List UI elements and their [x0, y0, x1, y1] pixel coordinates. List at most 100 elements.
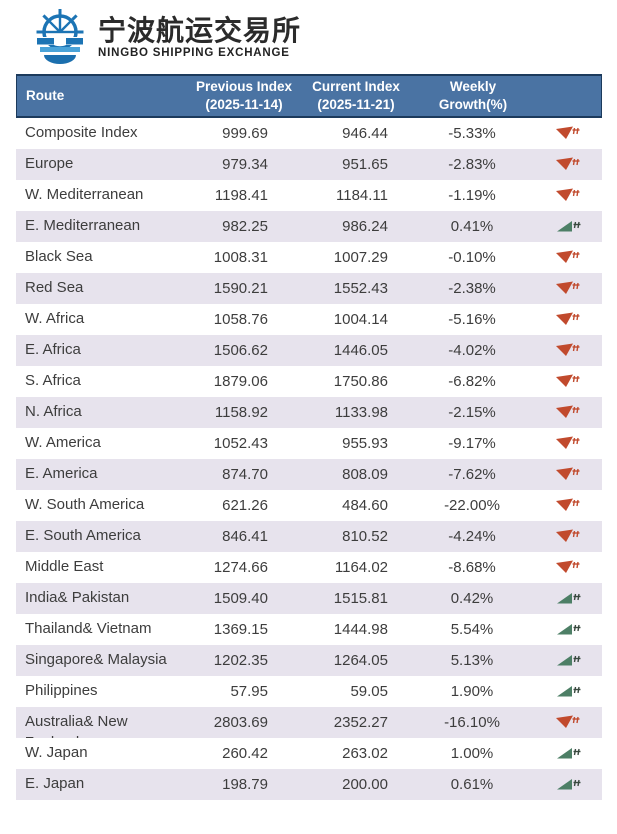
current-index-cell: 263.02	[342, 745, 388, 762]
table-row: Red Sea 1590.21 1552.43 -2.38%	[16, 273, 602, 304]
trend-up-arrow-icon	[557, 779, 581, 790]
weekly-growth-cell: -1.19%	[448, 187, 496, 204]
trend-cell	[534, 335, 602, 366]
current-index-cell: 1133.98	[334, 404, 388, 421]
current-index-cell: 986.24	[342, 218, 388, 235]
trend-cell	[534, 242, 602, 273]
previous-index-cell: 1274.66	[213, 559, 268, 576]
table-row: S. Africa 1879.06 1750.86 -6.82%	[16, 366, 602, 397]
previous-index-cell: 1052.43	[213, 435, 268, 452]
weekly-growth-cell: -2.83%	[448, 156, 496, 173]
trend-cell	[534, 211, 602, 242]
previous-index-cell: 1158.92	[214, 404, 268, 421]
weekly-growth-cell: -2.38%	[448, 280, 496, 297]
previous-index-cell: 1058.76	[213, 311, 268, 328]
route-name-cell: Black Sea	[25, 248, 93, 265]
route-name-cell: S. Africa	[25, 372, 81, 389]
route-name-cell: W. America	[25, 434, 101, 451]
trend-down-arrow-icon	[556, 281, 580, 294]
trend-down-arrow-icon	[556, 498, 580, 511]
previous-index-cell: 1198.41	[214, 187, 268, 204]
trend-up-arrow-icon	[557, 593, 581, 604]
trend-cell	[534, 676, 602, 707]
table-row: W. Africa 1058.76 1004.14 -5.16%	[16, 304, 602, 335]
previous-index-cell: 846.41	[222, 528, 268, 545]
weekly-growth-cell: -5.16%	[448, 311, 496, 328]
route-name-cell: Thailand& Vietnam	[25, 620, 152, 637]
trend-cell	[534, 180, 602, 211]
table-row: E. America 874.70 808.09 -7.62%	[16, 459, 602, 490]
trend-down-arrow-icon	[556, 467, 580, 480]
trend-cell	[534, 459, 602, 490]
weekly-growth-cell: 0.41%	[450, 218, 494, 235]
route-name-cell: E. Africa	[25, 341, 81, 358]
table-row: E. South America 846.41 810.52 -4.24%	[16, 521, 602, 552]
current-index-cell: 808.09	[342, 466, 388, 483]
previous-index-cell: 1506.62	[213, 342, 268, 359]
weekly-growth-cell: -2.15%	[448, 404, 496, 421]
current-index-cell: 955.93	[342, 435, 388, 452]
trend-cell	[534, 521, 602, 552]
table-header-row: Route Previous Index (2025-11-14) Curren…	[16, 74, 602, 118]
route-name-cell: Middle East	[25, 558, 104, 575]
previous-index-cell: 2803.69	[213, 714, 268, 731]
table-row: Composite Index 999.69 946.44 -5.33%	[16, 118, 602, 149]
weekly-growth-cell: -22.00%	[444, 497, 500, 514]
trend-up-arrow-icon	[557, 655, 581, 666]
trend-down-arrow-icon	[556, 126, 580, 139]
table-row: N. Africa 1158.92 1133.98 -2.15%	[16, 397, 602, 428]
column-header-current-index: Current Index (2025-11-21)	[312, 79, 400, 112]
trend-down-arrow-icon	[556, 312, 580, 325]
trend-up-arrow-icon	[557, 686, 581, 697]
trend-cell	[534, 397, 602, 428]
table-row: Europe 979.34 951.65 -2.83%	[16, 149, 602, 180]
logo-title-chinese: 宁波航运交易所	[98, 15, 302, 46]
table-row: Singapore& Malaysia 1202.35 1264.05 5.13…	[16, 645, 602, 676]
weekly-growth-cell: -9.17%	[448, 435, 496, 452]
trend-down-arrow-icon	[556, 560, 580, 573]
table-row: Philippines 57.95 59.05 1.90%	[16, 676, 602, 707]
table-row: W. South America 621.26 484.60 -22.00%	[16, 490, 602, 521]
weekly-growth-cell: 0.61%	[450, 776, 494, 793]
trend-cell	[534, 645, 602, 676]
route-name-cell: W. Japan	[25, 744, 88, 761]
route-name-cell: E. America	[25, 465, 98, 482]
route-name-cell: W. Mediterranean	[25, 186, 144, 203]
route-name-cell: Australia& New Zealand	[25, 713, 128, 738]
trend-cell	[534, 304, 602, 335]
trend-cell	[534, 707, 602, 738]
previous-index-cell: 1369.15	[213, 621, 268, 638]
column-header-route: Route	[26, 88, 65, 103]
previous-index-cell: 979.34	[222, 156, 268, 173]
weekly-growth-cell: -4.02%	[448, 342, 496, 359]
current-index-cell: 1164.02	[334, 559, 388, 576]
current-index-cell: 200.00	[342, 776, 388, 793]
logo-text: 宁波航运交易所 NINGBO SHIPPING EXCHANGE	[98, 10, 301, 60]
trend-cell	[534, 428, 602, 459]
previous-index-cell: 1879.06	[213, 373, 268, 390]
table-body: Composite Index 999.69 946.44 -5.33%	[16, 118, 602, 800]
trend-up-arrow-icon	[557, 624, 581, 635]
route-name-cell: N. Africa	[25, 403, 82, 420]
trend-cell	[534, 583, 602, 614]
table-row: India& Pakistan 1509.40 1515.81 0.42%	[16, 583, 602, 614]
trend-down-arrow-icon	[556, 436, 580, 449]
previous-index-cell: 1509.40	[213, 590, 268, 607]
current-index-cell: 1264.05	[333, 652, 388, 669]
table-row: Middle East 1274.66 1164.02 -8.68%	[16, 552, 602, 583]
trend-cell	[534, 490, 602, 521]
column-header-weekly-growth: Weekly Growth(%)	[438, 79, 508, 112]
route-name-cell: W. Africa	[25, 310, 85, 327]
trend-cell	[534, 769, 602, 800]
trend-down-arrow-icon	[556, 343, 580, 356]
table-row: Thailand& Vietnam 1369.15 1444.98 5.54%	[16, 614, 602, 645]
current-index-cell: 1184.11	[336, 187, 388, 204]
current-index-cell: 1444.98	[333, 621, 388, 638]
route-name-cell: E. South America	[25, 527, 141, 544]
route-name-cell: Composite Index	[25, 124, 138, 141]
logo-title-english: NINGBO SHIPPING EXCHANGE	[98, 47, 290, 59]
weekly-growth-cell: -7.62%	[448, 466, 496, 483]
route-index-table: Route Previous Index (2025-11-14) Curren…	[16, 74, 602, 800]
trend-cell	[534, 273, 602, 304]
trend-down-arrow-icon	[556, 715, 580, 728]
